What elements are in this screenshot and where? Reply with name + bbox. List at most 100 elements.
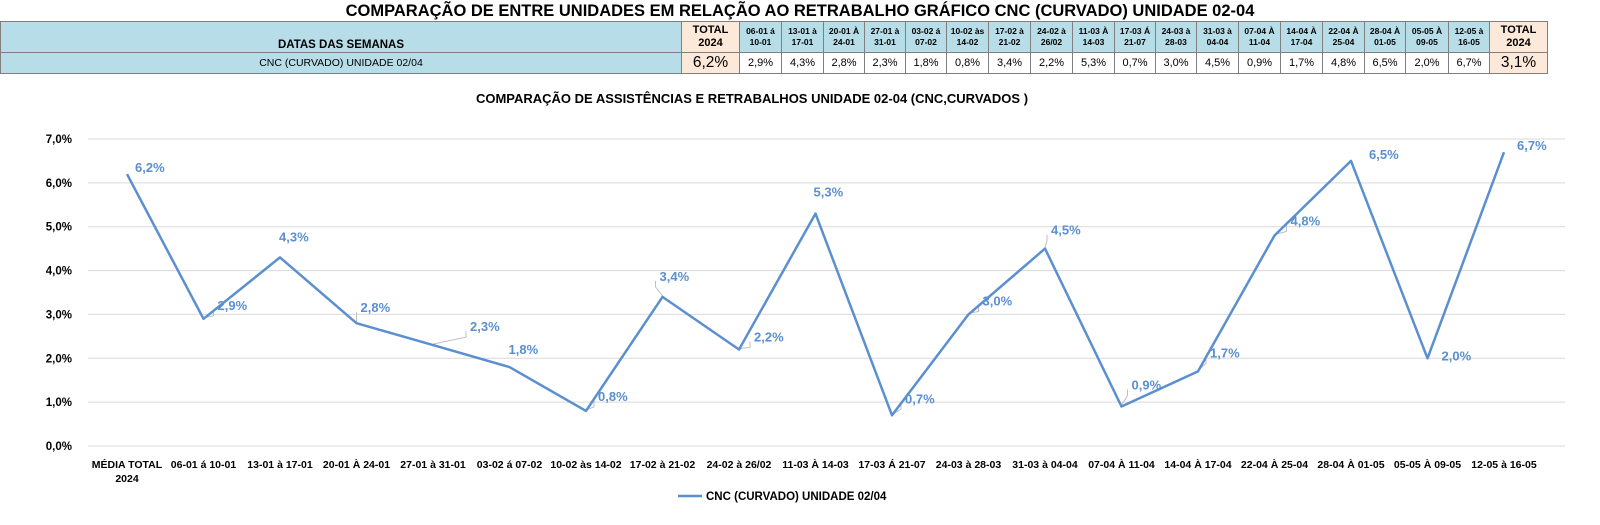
label-leader [655, 280, 663, 297]
x-tick-label: 10-02 às 14-02 [550, 459, 621, 471]
x-tick-label: 05-05 À 09-05 [1394, 458, 1461, 471]
week-value-cell: 5,3% [1072, 52, 1115, 74]
week-value-cell: 4,8% [1322, 52, 1365, 74]
label-leader-lines [203, 225, 1287, 415]
y-tick-label: 6,0% [46, 178, 72, 190]
week-value-cell: 0,9% [1238, 52, 1281, 74]
x-tick-label: 20-01 À 24-01 [323, 458, 390, 471]
week-header-cell: 12-05 à 16-05 [1448, 21, 1490, 53]
chart-gridlines [88, 138, 1565, 447]
week-header-cell: 03-02 á 07-02 [905, 21, 947, 53]
week-value-cell: 2,9% [739, 52, 782, 74]
data-label: 2,2% [754, 330, 784, 345]
week-header-cell: 05-05 À 09-05 [1405, 21, 1449, 53]
week-header-cell: 11-03 À 14-03 [1072, 21, 1115, 53]
week-value-cell: 4,3% [781, 52, 824, 74]
x-tick-label: 22-04 À 25-04 [1241, 458, 1308, 471]
week-header-cell: 17-03 Á 21-07 [1114, 21, 1156, 53]
week-value-cell: 2,0% [1405, 52, 1449, 74]
week-header-cell: 27-01 à 31-01 [864, 21, 906, 53]
label-leader [432, 331, 467, 345]
week-header-cell: 20-01 À 24-01 [823, 21, 865, 53]
x-tick-label: MÉDIA TOTAL 2024 [92, 458, 163, 485]
week-value-cell: 2,8% [823, 52, 865, 74]
header-label-cell: DATAS DAS SEMANAS [0, 21, 682, 53]
data-label: 1,8% [509, 342, 539, 357]
total-last-header: TOTAL 2024 [1489, 21, 1548, 53]
series-line [125, 151, 1506, 417]
week-value-cell: 2,2% [1030, 52, 1073, 74]
week-header-cell: 14-04 À 17-04 [1280, 21, 1323, 53]
chart-legend[interactable]: CNC (CURVADO) UNIDADE 02/04 [678, 491, 887, 503]
week-header-cell: 10-02 às 14-02 [946, 21, 989, 53]
y-tick-label: 4,0% [46, 266, 72, 278]
data-label: 3,4% [660, 269, 690, 284]
week-header-cell: 24-03 à 28-03 [1155, 21, 1197, 53]
week-value-cell: 6,5% [1364, 52, 1406, 74]
data-label: 0,7% [905, 391, 935, 406]
total-first-value: 6,2% [681, 52, 740, 74]
week-value-cell: 1,8% [905, 52, 947, 74]
week-header-cell: 24-02 à 26/02 [1030, 21, 1073, 53]
data-label: 4,8% [1291, 213, 1321, 228]
week-header-cell: 07-04 À 11-04 [1238, 21, 1281, 53]
x-tick-label: 13-01 à 17-01 [247, 459, 313, 471]
week-value-cell: 0,7% [1114, 52, 1156, 74]
data-label: 2,8% [361, 300, 391, 315]
x-tick-label: 03-02 á 07-02 [477, 459, 543, 471]
x-tick-label: 24-03 à 28-03 [936, 459, 1002, 471]
week-header-cell: 28-04 À 01-05 [1364, 21, 1406, 53]
week-header-cell: 06-01 á 10-01 [739, 21, 782, 53]
week-header-cell: 13-01 à 17-01 [781, 21, 824, 53]
data-label: 1,7% [1210, 345, 1240, 360]
week-value-cell: 1,7% [1280, 52, 1323, 74]
total-first-header: TOTAL 2024 [681, 21, 740, 53]
x-tick-label: 31-03 à 04-04 [1012, 459, 1078, 471]
x-tick-label: 24-02 à 26/02 [707, 459, 772, 471]
chart-title: COMPARAÇÃO DE ASSISTÊNCIAS E RETRABALHOS… [476, 91, 1028, 106]
label-leader [1044, 234, 1048, 248]
x-tick-label: 11-03 À 14-03 [782, 458, 849, 471]
page-title: COMPARAÇÃO DE ENTRE UNIDADES EM RELAÇÃO … [345, 2, 1255, 20]
y-tick-label: 3,0% [46, 309, 72, 321]
y-tick-label: 7,0% [46, 134, 72, 146]
data-label: 4,3% [279, 229, 309, 244]
total-last-value: 3,1% [1489, 52, 1548, 74]
week-value-cell: 3,0% [1155, 52, 1197, 74]
x-tick-label: 12-05 à 16-05 [1471, 459, 1537, 471]
x-tick-label: 28-04 À 01-05 [1317, 458, 1384, 471]
weekly-rework-table: DATAS DAS SEMANAS TOTAL 2024 06-01 á 10-… [0, 21, 1548, 74]
week-value-cell: 6,7% [1448, 52, 1490, 74]
label-leader [1121, 389, 1128, 406]
x-tick-label: 07-04 À 11-04 [1088, 458, 1155, 471]
data-label: 4,5% [1051, 223, 1081, 238]
x-axis: MÉDIA TOTAL 2024 06-01 á 10-01 13-01 à 17-0… [92, 458, 1537, 485]
week-value-cell: 0,8% [946, 52, 989, 74]
x-tick-label: 17-03 Á 21-07 [858, 458, 925, 471]
data-label: 2,9% [218, 298, 248, 313]
data-label: 6,7% [1517, 138, 1547, 153]
data-label: 5,3% [814, 185, 844, 200]
y-axis: 0,0% 1,0% 2,0% 3,0% 4,0% 5,0% 6,0% 7,0% [46, 134, 72, 453]
legend-label: CNC (CURVADO) UNIDADE 02/04 [706, 491, 887, 503]
data-label: 6,2% [135, 160, 165, 175]
week-header-cell: 31-03 à 04-04 [1196, 21, 1239, 53]
row-label-cell: CNC (CURVADO) UNIDADE 02/04 [0, 52, 682, 74]
week-header-cell: 22-04 À 25-04 [1322, 21, 1365, 53]
line-chart: COMPARAÇÃO DE ASSISTÊNCIAS E RETRABALHOS… [46, 91, 1565, 503]
table-value-row: CNC (CURVADO) UNIDADE 02/04 6,2% 2,9% 4,3… [0, 52, 1548, 74]
x-tick-label: 06-01 á 10-01 [171, 459, 237, 471]
x-tick-label: 14-04 À 17-04 [1164, 458, 1231, 471]
data-label: 0,9% [1132, 378, 1162, 393]
data-label: 2,0% [1442, 348, 1472, 363]
data-label: 0,8% [598, 389, 628, 404]
label-leader [738, 341, 751, 350]
y-tick-label: 0,0% [46, 441, 72, 453]
data-label: 3,0% [983, 293, 1013, 308]
x-tick-label: 17-02 à 21-02 [630, 459, 696, 471]
x-tick-label: 27-01 à 31-01 [400, 459, 466, 471]
data-label: 2,3% [470, 319, 500, 334]
week-value-cell: 3,4% [988, 52, 1031, 74]
y-tick-label: 1,0% [46, 397, 72, 409]
y-tick-label: 5,0% [46, 222, 72, 234]
